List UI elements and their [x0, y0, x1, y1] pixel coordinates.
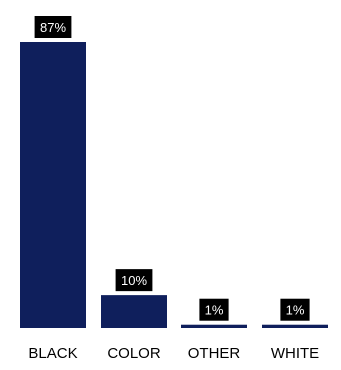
data-label-text-other: 1% — [205, 303, 224, 318]
data-label-bg-black — [34, 16, 72, 38]
category-label-white: WHITE — [271, 345, 319, 362]
bar-other — [181, 324, 247, 328]
data-label-text-black: 87% — [40, 20, 66, 35]
data-label-bg-color — [115, 269, 153, 292]
data-label-other: 1% — [199, 298, 229, 321]
category-label-black: BLACK — [28, 345, 77, 362]
data-label-text-color: 10% — [121, 273, 147, 288]
data-label-white: 1% — [280, 298, 310, 321]
data-label-bg-other — [199, 298, 229, 321]
category-label-color: COLOR — [107, 345, 161, 362]
category-label-other: OTHER — [188, 345, 241, 362]
bar-color — [101, 295, 167, 328]
data-label-bg-white — [280, 298, 310, 321]
bar-black — [20, 42, 86, 328]
data-label-text-white: 1% — [286, 303, 305, 318]
bar-white — [262, 324, 328, 328]
data-label-black: 87% — [34, 16, 72, 38]
data-label-color: 10% — [115, 269, 153, 292]
